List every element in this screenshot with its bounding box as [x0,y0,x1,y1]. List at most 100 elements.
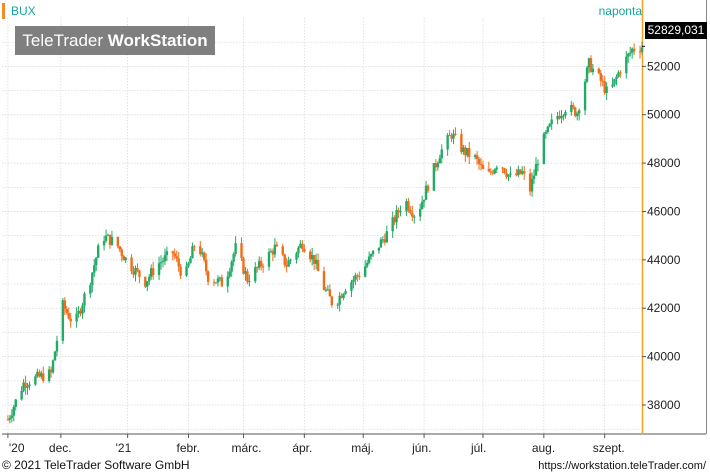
candle-body [177,258,180,267]
candle-body [134,267,137,275]
candle-body [326,289,330,291]
candle-body [216,278,220,283]
candle-body [151,268,155,275]
candle-body [193,246,196,248]
candle-body [503,168,506,174]
x-tick-label: júl. [470,441,486,455]
candle-body [150,268,153,277]
candle-body [517,169,520,176]
candle-body [75,313,78,322]
candle-body [330,296,334,306]
candle-body [20,390,23,400]
candle-body [144,276,147,287]
candles [6,41,644,424]
candle-body [391,217,394,232]
candle-body [47,369,51,382]
candle-body [83,293,86,306]
candle-body [132,271,135,275]
candle-body [314,259,318,264]
candle-body [124,257,127,261]
candle-body [40,373,43,377]
y-axis: 38000 40000 42000 44000 46000 48000 50000 52000 [642,45,681,412]
candle-body [589,58,593,72]
candle-body [352,279,355,283]
candle-body [505,173,508,177]
candle-body [38,371,41,377]
candle-body [122,255,125,261]
watermark-logo: TeleTrader WorkStation [15,26,215,55]
candle-body [228,271,231,277]
candle-body [199,246,202,255]
candle-body [301,243,304,249]
candle-body [49,369,53,373]
source-url[interactable]: https://workstation.teleTrader.com/ [538,460,706,472]
candle-body [591,68,595,72]
candle-body [65,309,68,313]
candle-body [146,281,149,287]
y-tick-label: 50000 [647,108,681,122]
candle-body [464,147,467,156]
candle-body [34,376,37,385]
candle-body [413,216,416,218]
candle-body [542,133,546,164]
x-tick-label: máj. [351,441,374,455]
y-tick-label: 52000 [647,59,681,73]
candle-body [312,254,316,264]
candle-body [440,149,443,159]
candle-body [328,289,332,297]
candle-body [310,254,314,260]
candle-body [572,105,575,108]
candle-body [632,48,636,52]
candle-body [289,259,292,261]
candle-body [297,247,300,254]
candle-body [244,271,247,274]
candle-body [350,282,353,292]
candle-body [426,185,430,191]
candle-body [395,210,398,223]
candle-body [67,312,70,319]
candle-body [69,318,72,322]
x-tick-label: márc. [231,441,261,455]
candle-body [369,254,373,257]
symbol-label: BUX [2,3,36,19]
candle-body [487,168,491,172]
candle-body [381,239,385,241]
candle-body [93,265,96,273]
y-tick-label: 44000 [647,253,681,267]
candle-body [420,201,424,209]
candle-body [55,340,59,352]
candle-body [256,267,259,269]
candle-body [51,360,55,373]
candle-body [570,105,573,113]
candle-body [489,171,493,173]
candle-body [187,263,190,267]
candle-body [409,209,412,213]
candle-body [356,275,359,277]
candle-body [96,245,100,258]
candle-body [358,276,361,278]
candle-body [234,243,237,254]
candle-body [273,244,277,255]
candle-body [324,289,328,291]
candle-body [585,67,589,82]
candle-body [189,258,192,264]
y-tick-label: 46000 [647,204,681,218]
candle-body [148,276,151,282]
candle-body [220,277,224,287]
candle-body [523,171,526,174]
candle-body [240,243,243,259]
candle-body [562,115,565,117]
candle-body [611,84,614,87]
candle-body [548,124,551,127]
candle-body [630,48,634,53]
candle-body [619,72,622,74]
candle-body [475,155,479,160]
candle-body [106,234,110,236]
copyright-text: © 2021 TeleTrader Software GmbH [2,458,190,472]
candle-body [230,261,233,272]
candle-body [295,253,298,260]
candle-body [102,240,106,246]
candle-body [24,382,27,388]
candle-body [405,201,408,212]
candle-body [393,217,396,223]
